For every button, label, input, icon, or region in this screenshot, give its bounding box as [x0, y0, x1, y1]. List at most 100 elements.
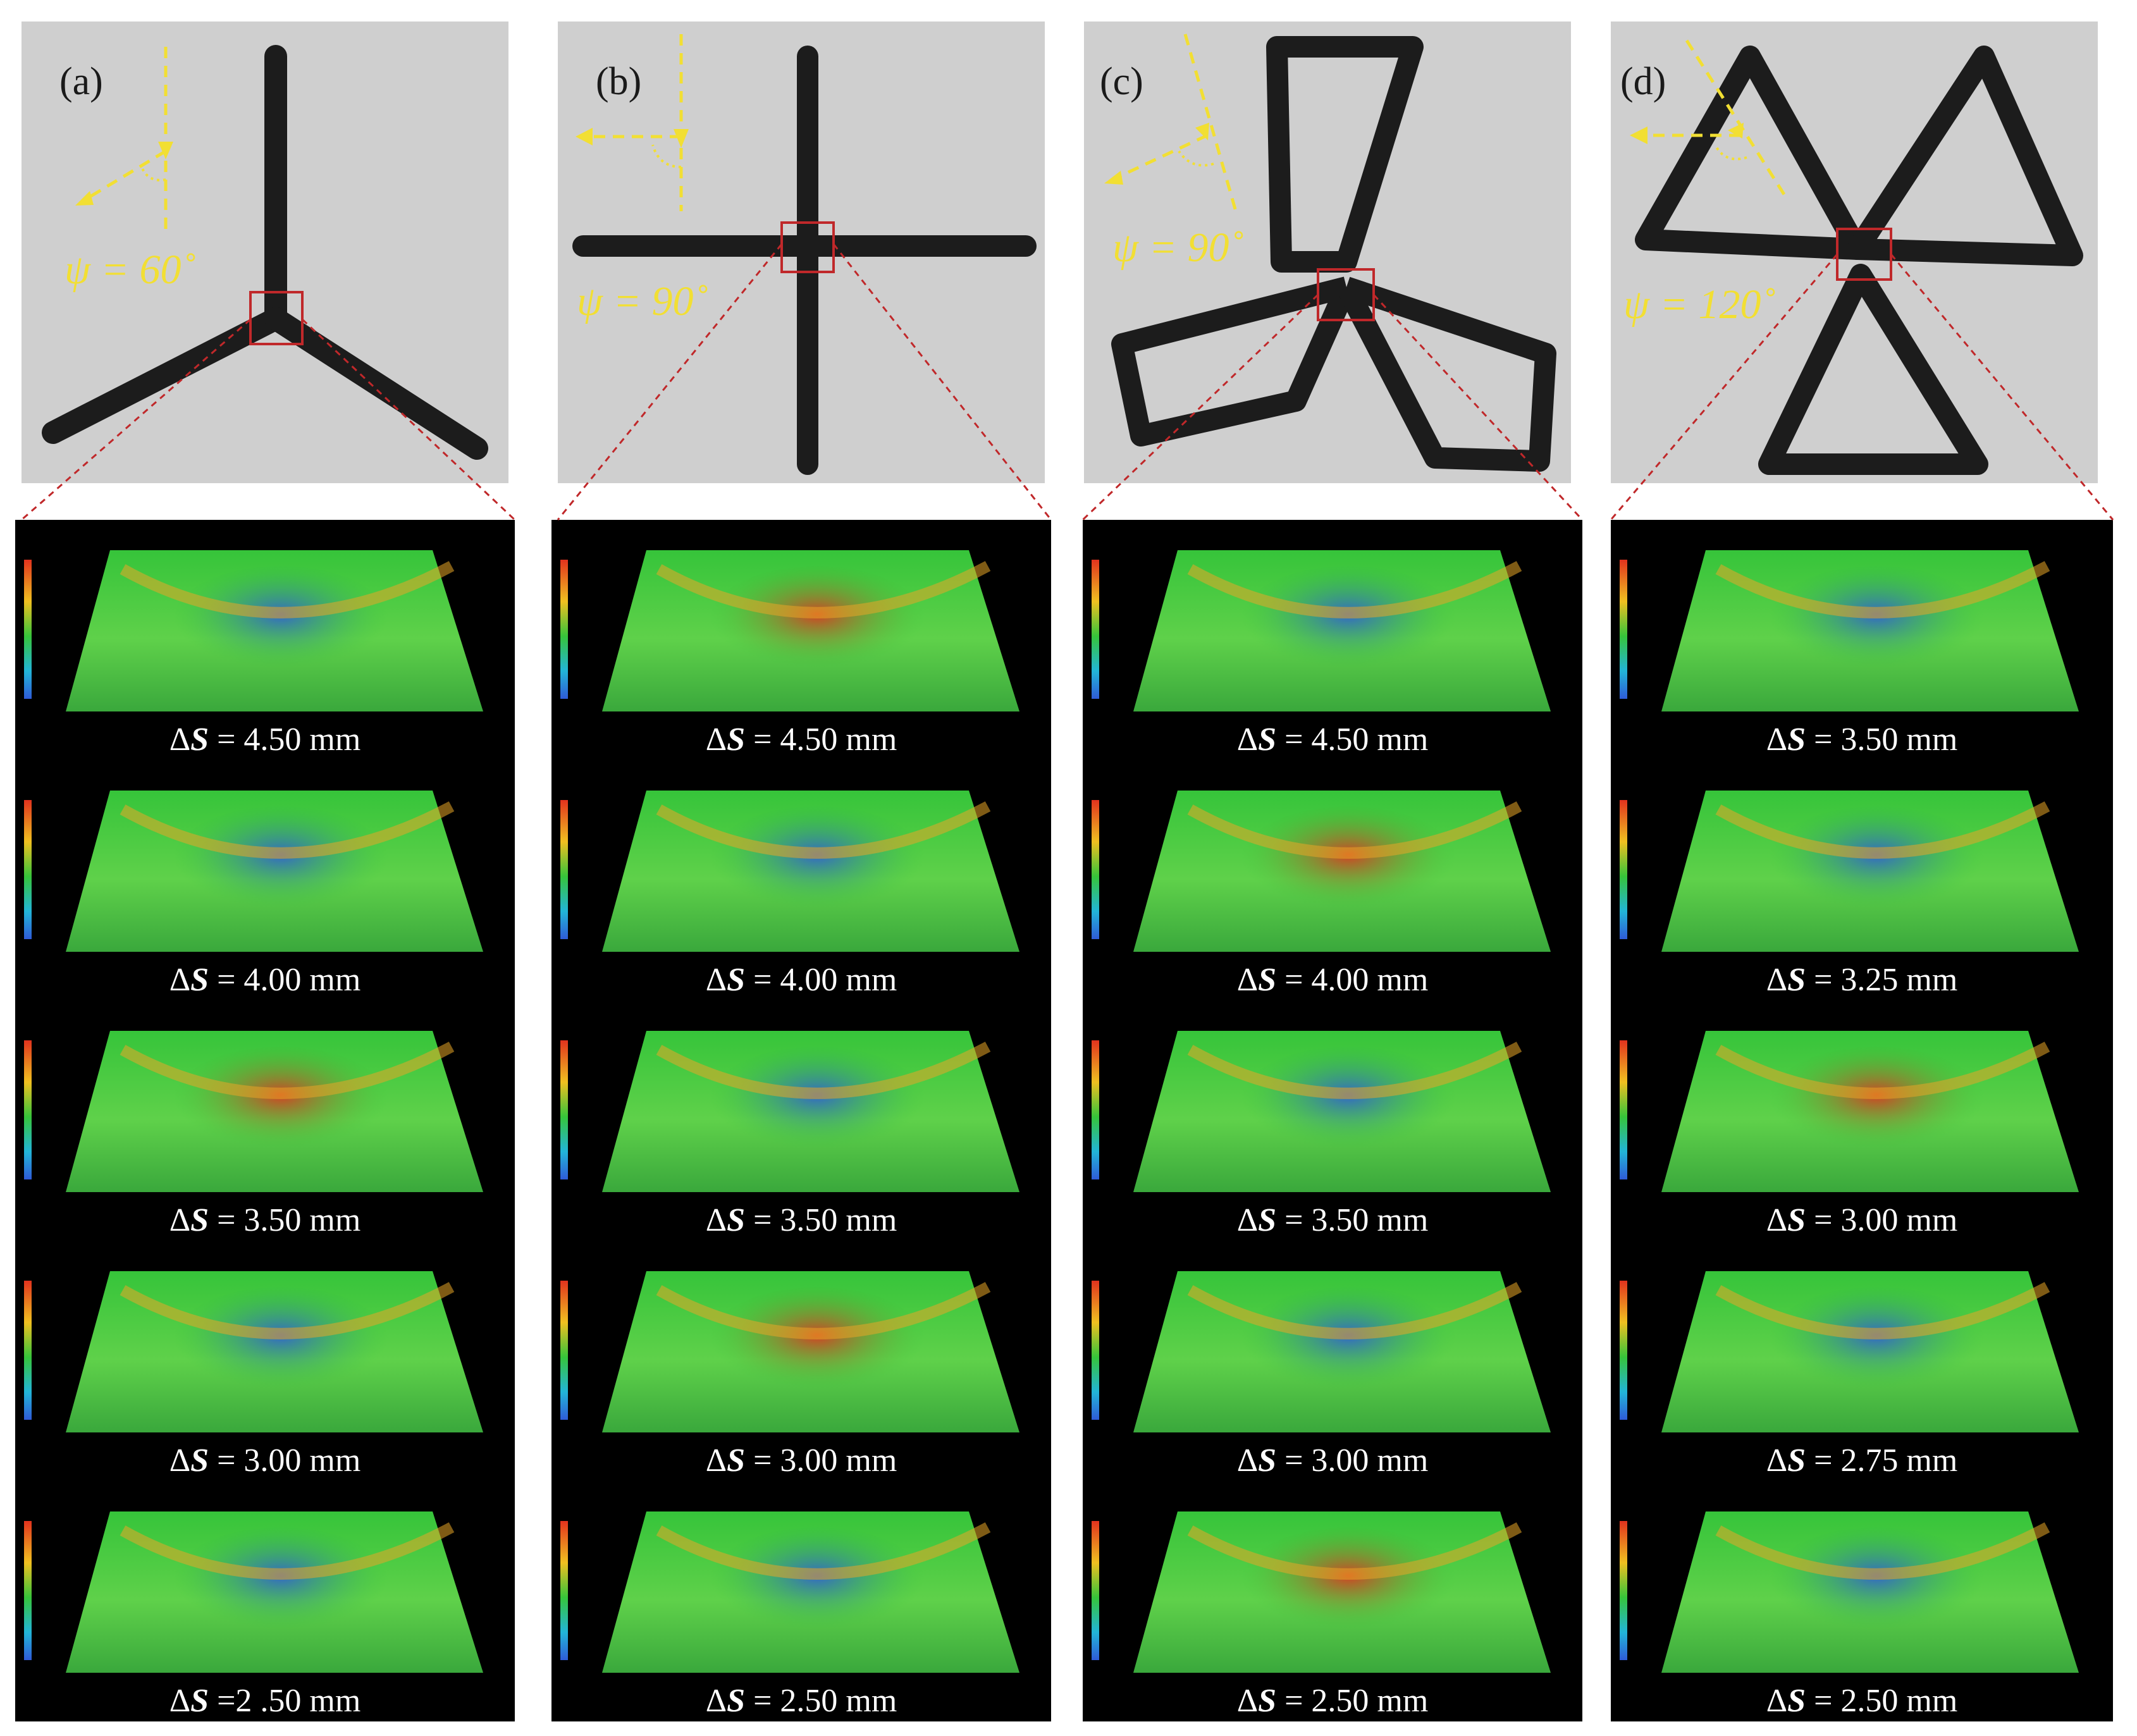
surface-feature: [1241, 806, 1456, 914]
surface-plot: [24, 1271, 483, 1432]
entry-a-2: ΔS = 3.50 mm: [15, 1012, 515, 1238]
delta-s-label: ΔS = 2.50 mm: [705, 1683, 897, 1719]
colorbar: [560, 1281, 568, 1420]
surface-plot: [560, 1031, 1019, 1192]
colorbar: [1092, 1281, 1099, 1420]
surface-feature: [1241, 1047, 1456, 1154]
surface-plot: [1092, 791, 1551, 952]
surface-plot: [1092, 1031, 1551, 1192]
entry-c-3: ΔS = 3.00 mm: [1083, 1252, 1582, 1479]
surface-plot: [24, 1511, 483, 1673]
entry-b-0: ΔS = 4.50 mm: [551, 531, 1051, 758]
surface-ridge: [1715, 561, 2050, 619]
entry-a-4: ΔS =2 .50 mm: [15, 1493, 515, 1719]
surface-ridge: [1187, 1522, 1522, 1580]
entry-b-4: ΔS = 2.50 mm: [551, 1493, 1051, 1719]
entry-d-4: ΔS = 2.50 mm: [1611, 1493, 2113, 1719]
delta-s-label: ΔS = 4.50 mm: [1236, 722, 1429, 758]
surface-ridge: [120, 801, 455, 859]
entry-c-0: ΔS = 4.50 mm: [1083, 531, 1582, 758]
surface-ridge: [1715, 1282, 2050, 1339]
surface-feature: [1241, 1287, 1456, 1394]
surface-plot: [1620, 1511, 2079, 1673]
surface-ridge: [1715, 1522, 2050, 1580]
colorbar: [24, 1281, 32, 1420]
delta-s-label: ΔS = 3.50 mm: [1236, 1202, 1429, 1238]
colorbar: [1092, 800, 1099, 939]
entry-d-0: ΔS = 3.50 mm: [1611, 531, 2113, 758]
photo-panel-c: (c) ψ = 90˚: [1084, 22, 1571, 483]
surface-ridge: [120, 561, 455, 619]
surface-plot: [560, 550, 1019, 711]
delta-s-label: ΔS = 3.50 mm: [705, 1202, 897, 1238]
surface-plot: [24, 1031, 483, 1192]
surface-feature: [1769, 1047, 1984, 1154]
surface-feature: [173, 806, 388, 914]
delta-s-label: ΔS = 2.50 mm: [1236, 1683, 1429, 1719]
delta-s-label: ΔS = 2.75 mm: [1766, 1443, 1958, 1479]
entry-d-2: ΔS = 3.00 mm: [1611, 1012, 2113, 1238]
delta-s-label: ΔS = 3.50 mm: [1766, 722, 1958, 758]
entry-c-2: ΔS = 3.50 mm: [1083, 1012, 1582, 1238]
surface-feature: [710, 1047, 925, 1154]
delta-s-label: ΔS = 3.25 mm: [1766, 962, 1958, 998]
surface-ridge: [120, 1042, 455, 1099]
delta-s-label: ΔS = 3.00 mm: [1766, 1202, 1958, 1238]
surface-ridge: [656, 801, 991, 859]
surface-feature: [173, 1047, 388, 1154]
surface-plot: [560, 791, 1019, 952]
entry-c-1: ΔS = 4.00 mm: [1083, 772, 1582, 998]
surface-plot: [1620, 550, 2079, 711]
surface-plot: [24, 550, 483, 711]
surface-feature: [1241, 566, 1456, 674]
colorbar: [560, 1040, 568, 1179]
surface-feature: [173, 1527, 388, 1635]
entry-a-0: ΔS = 4.50 mm: [15, 531, 515, 758]
surface-ridge: [120, 1282, 455, 1339]
colorbar: [1620, 1040, 1627, 1179]
surface-feature: [710, 1527, 925, 1635]
surface-plot: [24, 791, 483, 952]
surface-plot: [560, 1271, 1019, 1432]
entry-d-1: ΔS = 3.25 mm: [1611, 772, 2113, 998]
panel-label-a: (a): [59, 60, 103, 103]
surface-feature: [173, 1287, 388, 1394]
surface-ridge: [656, 1042, 991, 1099]
delta-s-label: ΔS = 4.00 mm: [1236, 962, 1429, 998]
colorbar: [1092, 1040, 1099, 1179]
entry-a-3: ΔS = 3.00 mm: [15, 1252, 515, 1479]
entry-a-1: ΔS = 4.00 mm: [15, 772, 515, 998]
surface-plot: [560, 1511, 1019, 1673]
colorbar: [1092, 560, 1099, 699]
delta-s-label: ΔS = 4.50 mm: [705, 722, 897, 758]
surface-plot: [1092, 1511, 1551, 1673]
surface-feature: [710, 566, 925, 674]
colorbar: [24, 1521, 32, 1660]
colorbar: [1620, 560, 1627, 699]
colorbar: [1620, 1281, 1627, 1420]
delta-s-label: ΔS = 3.00 mm: [1236, 1443, 1429, 1479]
surface-feature: [1769, 1527, 1984, 1635]
entry-b-3: ΔS = 3.00 mm: [551, 1252, 1051, 1479]
surface-ridge: [1715, 1042, 2050, 1099]
surface-plot: [1620, 1031, 2079, 1192]
surface-column-b: ΔS = 4.50 mm ΔS = 4.00 mm ΔS = 3.50 mm Δ…: [551, 520, 1051, 1721]
colorbar: [24, 1040, 32, 1179]
surface-plot: [1092, 550, 1551, 711]
delta-s-label: ΔS =2 .50 mm: [169, 1683, 361, 1719]
delta-s-label: ΔS = 3.00 mm: [705, 1443, 897, 1479]
psi-angle-a: ψ = 60˚: [65, 247, 195, 293]
panel-label-c: (c): [1100, 60, 1143, 103]
colorbar: [1620, 800, 1627, 939]
surface-feature: [1769, 806, 1984, 914]
surface-column-a: ΔS = 4.50 mm ΔS = 4.00 mm ΔS = 3.50 mm Δ…: [15, 520, 515, 1721]
surface-plot: [1620, 791, 2079, 952]
surface-feature: [1241, 1527, 1456, 1635]
entry-c-4: ΔS = 2.50 mm: [1083, 1493, 1582, 1719]
panel-label-d: (d): [1620, 60, 1666, 103]
psi-angle-c: ψ = 90˚: [1112, 225, 1243, 271]
panel-label-b: (b): [596, 60, 642, 103]
entry-b-2: ΔS = 3.50 mm: [551, 1012, 1051, 1238]
surface-plot: [1092, 1271, 1551, 1432]
surface-column-d: ΔS = 3.50 mm ΔS = 3.25 mm ΔS = 3.00 mm Δ…: [1611, 520, 2113, 1721]
